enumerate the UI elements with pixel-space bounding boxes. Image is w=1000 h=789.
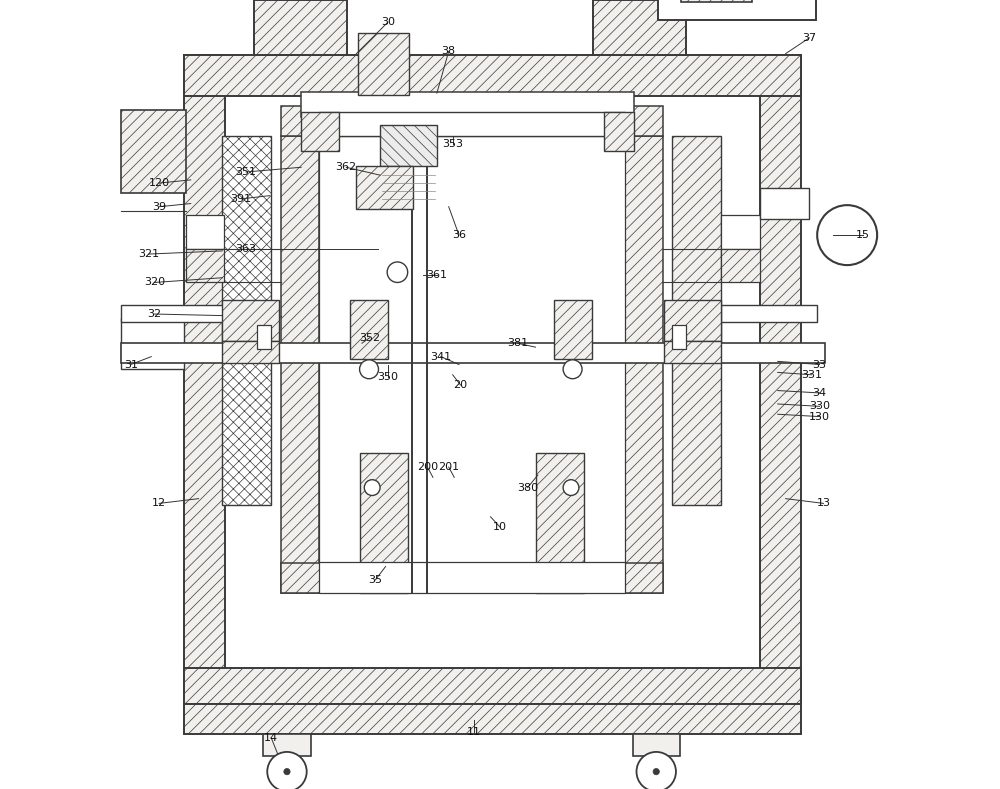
- Circle shape: [563, 360, 582, 379]
- Bar: [319, 562, 625, 593]
- Bar: [254, 0, 347, 55]
- Text: 37: 37: [802, 33, 816, 43]
- Circle shape: [387, 262, 408, 282]
- Circle shape: [284, 768, 290, 775]
- Text: 363: 363: [235, 244, 256, 253]
- Bar: [222, 300, 279, 341]
- Bar: [721, 215, 760, 249]
- Text: 32: 32: [147, 309, 161, 319]
- Circle shape: [360, 360, 378, 379]
- Text: 15: 15: [856, 230, 870, 240]
- Text: 33: 33: [813, 360, 827, 369]
- Bar: [121, 110, 186, 193]
- Circle shape: [364, 480, 380, 495]
- Text: 350: 350: [377, 372, 398, 382]
- Text: 30: 30: [381, 17, 395, 27]
- Bar: [358, 33, 409, 95]
- Bar: [350, 300, 388, 359]
- Bar: [319, 112, 625, 136]
- Bar: [121, 343, 825, 363]
- Bar: [633, 734, 680, 756]
- Text: 362: 362: [336, 163, 357, 172]
- Text: 31: 31: [124, 360, 138, 369]
- Text: 320: 320: [144, 278, 165, 287]
- Text: 20: 20: [453, 380, 468, 390]
- Bar: [301, 92, 634, 117]
- Bar: [593, 0, 686, 55]
- Bar: [121, 318, 184, 369]
- Text: 38: 38: [442, 47, 456, 56]
- Bar: [721, 249, 760, 282]
- Text: 14: 14: [264, 733, 278, 742]
- Bar: [319, 136, 625, 564]
- Bar: [281, 563, 663, 593]
- Text: 201: 201: [438, 462, 459, 472]
- Bar: [604, 112, 634, 151]
- Text: 341: 341: [430, 352, 451, 361]
- Bar: [672, 325, 686, 349]
- Text: 200: 200: [417, 462, 438, 472]
- Text: 35: 35: [368, 575, 382, 585]
- Text: 391: 391: [231, 194, 252, 204]
- Bar: [186, 215, 224, 249]
- Text: 321: 321: [138, 249, 159, 259]
- Bar: [536, 453, 584, 593]
- Text: 380: 380: [517, 483, 538, 492]
- Text: 12: 12: [152, 499, 166, 508]
- Bar: [301, 112, 339, 151]
- Text: 352: 352: [359, 333, 380, 342]
- Text: 130: 130: [809, 412, 830, 421]
- Text: 331: 331: [801, 370, 822, 380]
- Text: 330: 330: [809, 402, 830, 411]
- Text: 34: 34: [812, 388, 827, 398]
- Bar: [184, 668, 801, 704]
- Bar: [281, 106, 663, 136]
- Bar: [721, 305, 817, 322]
- Bar: [263, 734, 311, 756]
- Text: 361: 361: [426, 270, 447, 279]
- Text: 351: 351: [235, 167, 256, 177]
- Circle shape: [636, 752, 676, 789]
- Text: 120: 120: [149, 178, 170, 188]
- Text: 39: 39: [152, 202, 166, 211]
- Circle shape: [817, 205, 877, 265]
- Bar: [184, 704, 801, 734]
- Bar: [664, 341, 721, 363]
- Circle shape: [563, 480, 579, 495]
- Bar: [356, 166, 413, 209]
- Bar: [672, 136, 721, 505]
- Bar: [222, 136, 271, 505]
- Bar: [760, 55, 801, 704]
- Bar: [625, 136, 663, 593]
- Bar: [380, 125, 437, 166]
- Bar: [554, 300, 592, 359]
- Bar: [681, 0, 752, 2]
- Bar: [186, 249, 224, 282]
- Text: 11: 11: [467, 727, 481, 737]
- Bar: [281, 136, 319, 593]
- Bar: [658, 0, 816, 20]
- Bar: [222, 341, 279, 363]
- Bar: [760, 188, 809, 219]
- Bar: [184, 55, 225, 704]
- Bar: [184, 55, 801, 96]
- Bar: [257, 325, 271, 349]
- Bar: [664, 300, 721, 341]
- Text: 13: 13: [816, 499, 830, 508]
- Bar: [121, 305, 224, 322]
- Text: 353: 353: [442, 139, 463, 148]
- Circle shape: [653, 768, 659, 775]
- Text: 381: 381: [507, 338, 528, 348]
- Circle shape: [267, 752, 307, 789]
- Bar: [360, 453, 408, 593]
- Text: 36: 36: [452, 230, 466, 240]
- Text: 10: 10: [493, 522, 507, 532]
